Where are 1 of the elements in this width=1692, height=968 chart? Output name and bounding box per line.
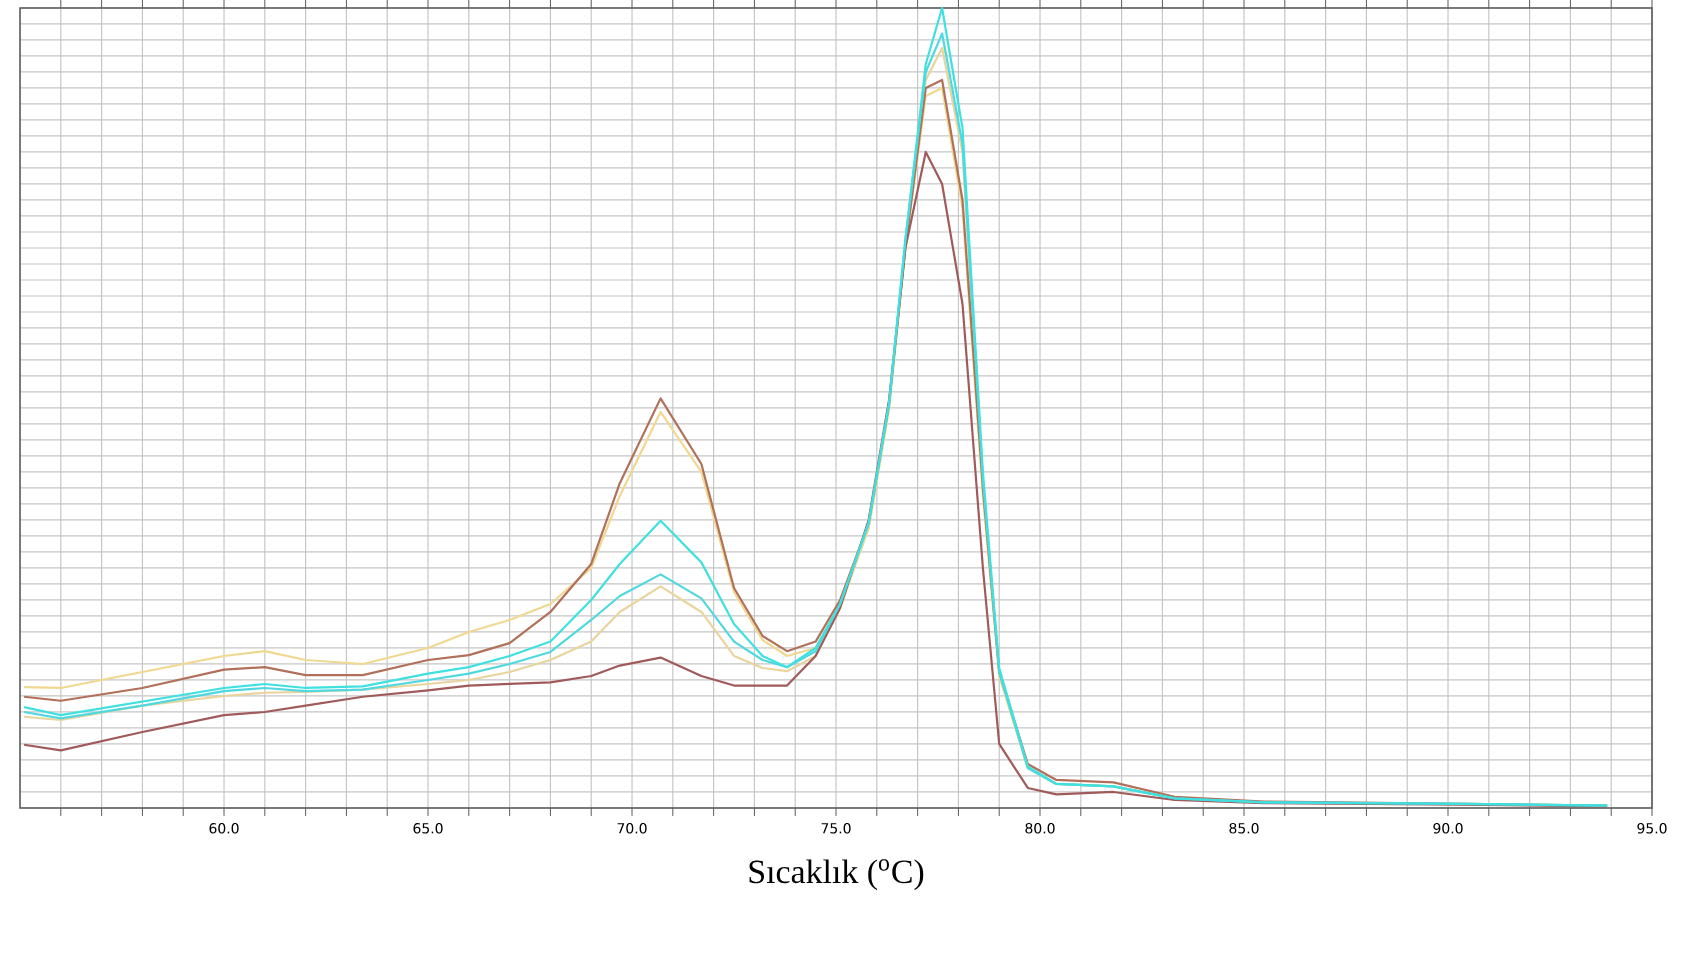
- x-axis-title: Sıcaklık ($^{o}$C): [749, 859, 924, 891]
